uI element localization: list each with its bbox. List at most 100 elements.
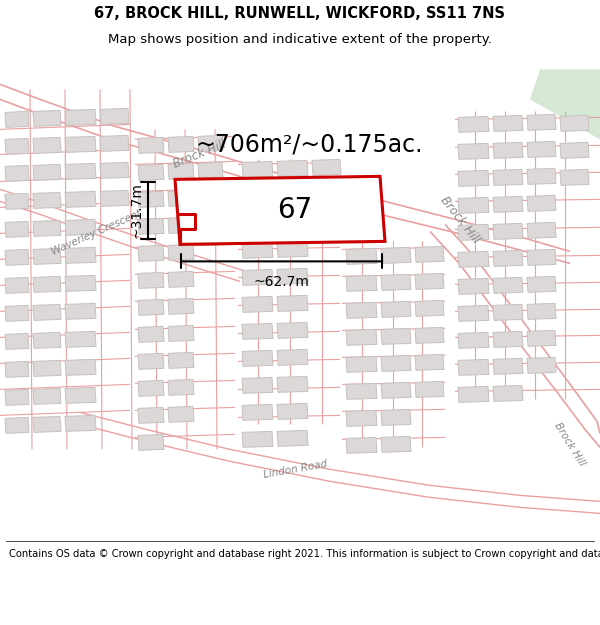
Polygon shape — [415, 273, 444, 289]
Polygon shape — [346, 276, 377, 291]
Polygon shape — [458, 171, 489, 186]
Polygon shape — [138, 381, 164, 396]
Polygon shape — [5, 249, 29, 266]
Polygon shape — [65, 219, 96, 236]
Polygon shape — [242, 431, 273, 447]
Polygon shape — [138, 191, 164, 208]
Polygon shape — [527, 249, 556, 266]
Polygon shape — [415, 301, 444, 316]
Polygon shape — [65, 109, 96, 126]
Polygon shape — [458, 359, 489, 376]
Polygon shape — [458, 143, 489, 159]
Polygon shape — [277, 403, 308, 419]
Polygon shape — [5, 111, 29, 128]
Polygon shape — [415, 246, 444, 262]
Polygon shape — [527, 141, 556, 158]
Polygon shape — [530, 69, 600, 139]
Polygon shape — [138, 326, 164, 342]
Polygon shape — [33, 192, 61, 208]
Polygon shape — [242, 351, 273, 366]
Text: ~31.7m: ~31.7m — [129, 182, 143, 238]
Polygon shape — [381, 356, 411, 371]
Text: Map shows position and indicative extent of the property.: Map shows position and indicative extent… — [108, 32, 492, 46]
Polygon shape — [277, 376, 308, 392]
Polygon shape — [493, 358, 523, 374]
Polygon shape — [198, 136, 223, 151]
Polygon shape — [493, 116, 523, 131]
Polygon shape — [33, 304, 61, 321]
Polygon shape — [5, 221, 29, 238]
Polygon shape — [458, 386, 489, 402]
Polygon shape — [138, 353, 164, 369]
Polygon shape — [346, 383, 377, 399]
Polygon shape — [242, 404, 273, 421]
Polygon shape — [346, 356, 377, 372]
Polygon shape — [33, 221, 61, 236]
Polygon shape — [527, 331, 556, 346]
Polygon shape — [33, 388, 61, 404]
Polygon shape — [100, 162, 129, 178]
Polygon shape — [527, 303, 556, 319]
Polygon shape — [100, 136, 129, 151]
Polygon shape — [493, 142, 523, 158]
Polygon shape — [381, 328, 411, 344]
Polygon shape — [100, 108, 129, 124]
Polygon shape — [493, 386, 523, 401]
Polygon shape — [168, 163, 194, 179]
Polygon shape — [277, 161, 308, 176]
Polygon shape — [65, 388, 96, 403]
Text: Waverley Crescent: Waverley Crescent — [50, 208, 143, 257]
Polygon shape — [527, 114, 556, 131]
Polygon shape — [346, 411, 377, 426]
Polygon shape — [458, 306, 489, 321]
Polygon shape — [168, 271, 194, 288]
Polygon shape — [458, 116, 489, 132]
Polygon shape — [5, 418, 29, 433]
Polygon shape — [168, 217, 194, 233]
Polygon shape — [242, 161, 273, 177]
Polygon shape — [242, 188, 273, 204]
Polygon shape — [312, 186, 341, 202]
Polygon shape — [198, 162, 223, 178]
Polygon shape — [168, 298, 194, 314]
Polygon shape — [138, 138, 164, 153]
Polygon shape — [65, 303, 96, 319]
Polygon shape — [493, 251, 523, 266]
Polygon shape — [138, 434, 164, 451]
Polygon shape — [65, 331, 96, 348]
Polygon shape — [381, 382, 411, 398]
Polygon shape — [65, 359, 96, 376]
Polygon shape — [242, 323, 273, 339]
Polygon shape — [5, 166, 29, 181]
Polygon shape — [277, 296, 308, 311]
Polygon shape — [65, 248, 96, 263]
Polygon shape — [168, 406, 194, 422]
Polygon shape — [381, 248, 411, 263]
Polygon shape — [527, 168, 556, 184]
Polygon shape — [65, 163, 96, 179]
Polygon shape — [33, 111, 61, 126]
Text: Brock Hill: Brock Hill — [172, 138, 228, 171]
Text: Contains OS data © Crown copyright and database right 2021. This information is : Contains OS data © Crown copyright and d… — [9, 549, 600, 559]
Polygon shape — [242, 296, 273, 312]
Polygon shape — [168, 352, 194, 368]
Polygon shape — [138, 299, 164, 316]
Polygon shape — [493, 223, 523, 239]
Polygon shape — [415, 381, 444, 398]
Polygon shape — [138, 272, 164, 288]
Polygon shape — [138, 408, 164, 423]
Polygon shape — [33, 248, 61, 264]
Polygon shape — [33, 276, 61, 292]
Polygon shape — [33, 416, 61, 432]
Polygon shape — [5, 361, 29, 378]
Polygon shape — [5, 333, 29, 349]
Polygon shape — [277, 322, 308, 338]
Text: 67, BROCK HILL, RUNWELL, WICKFORD, SS11 7NS: 67, BROCK HILL, RUNWELL, WICKFORD, SS11 … — [95, 6, 505, 21]
Text: Brock Hill: Brock Hill — [553, 421, 587, 468]
Polygon shape — [242, 242, 273, 258]
Polygon shape — [415, 354, 444, 371]
Polygon shape — [100, 191, 129, 206]
Polygon shape — [458, 332, 489, 348]
Polygon shape — [168, 326, 194, 341]
Polygon shape — [168, 136, 194, 152]
